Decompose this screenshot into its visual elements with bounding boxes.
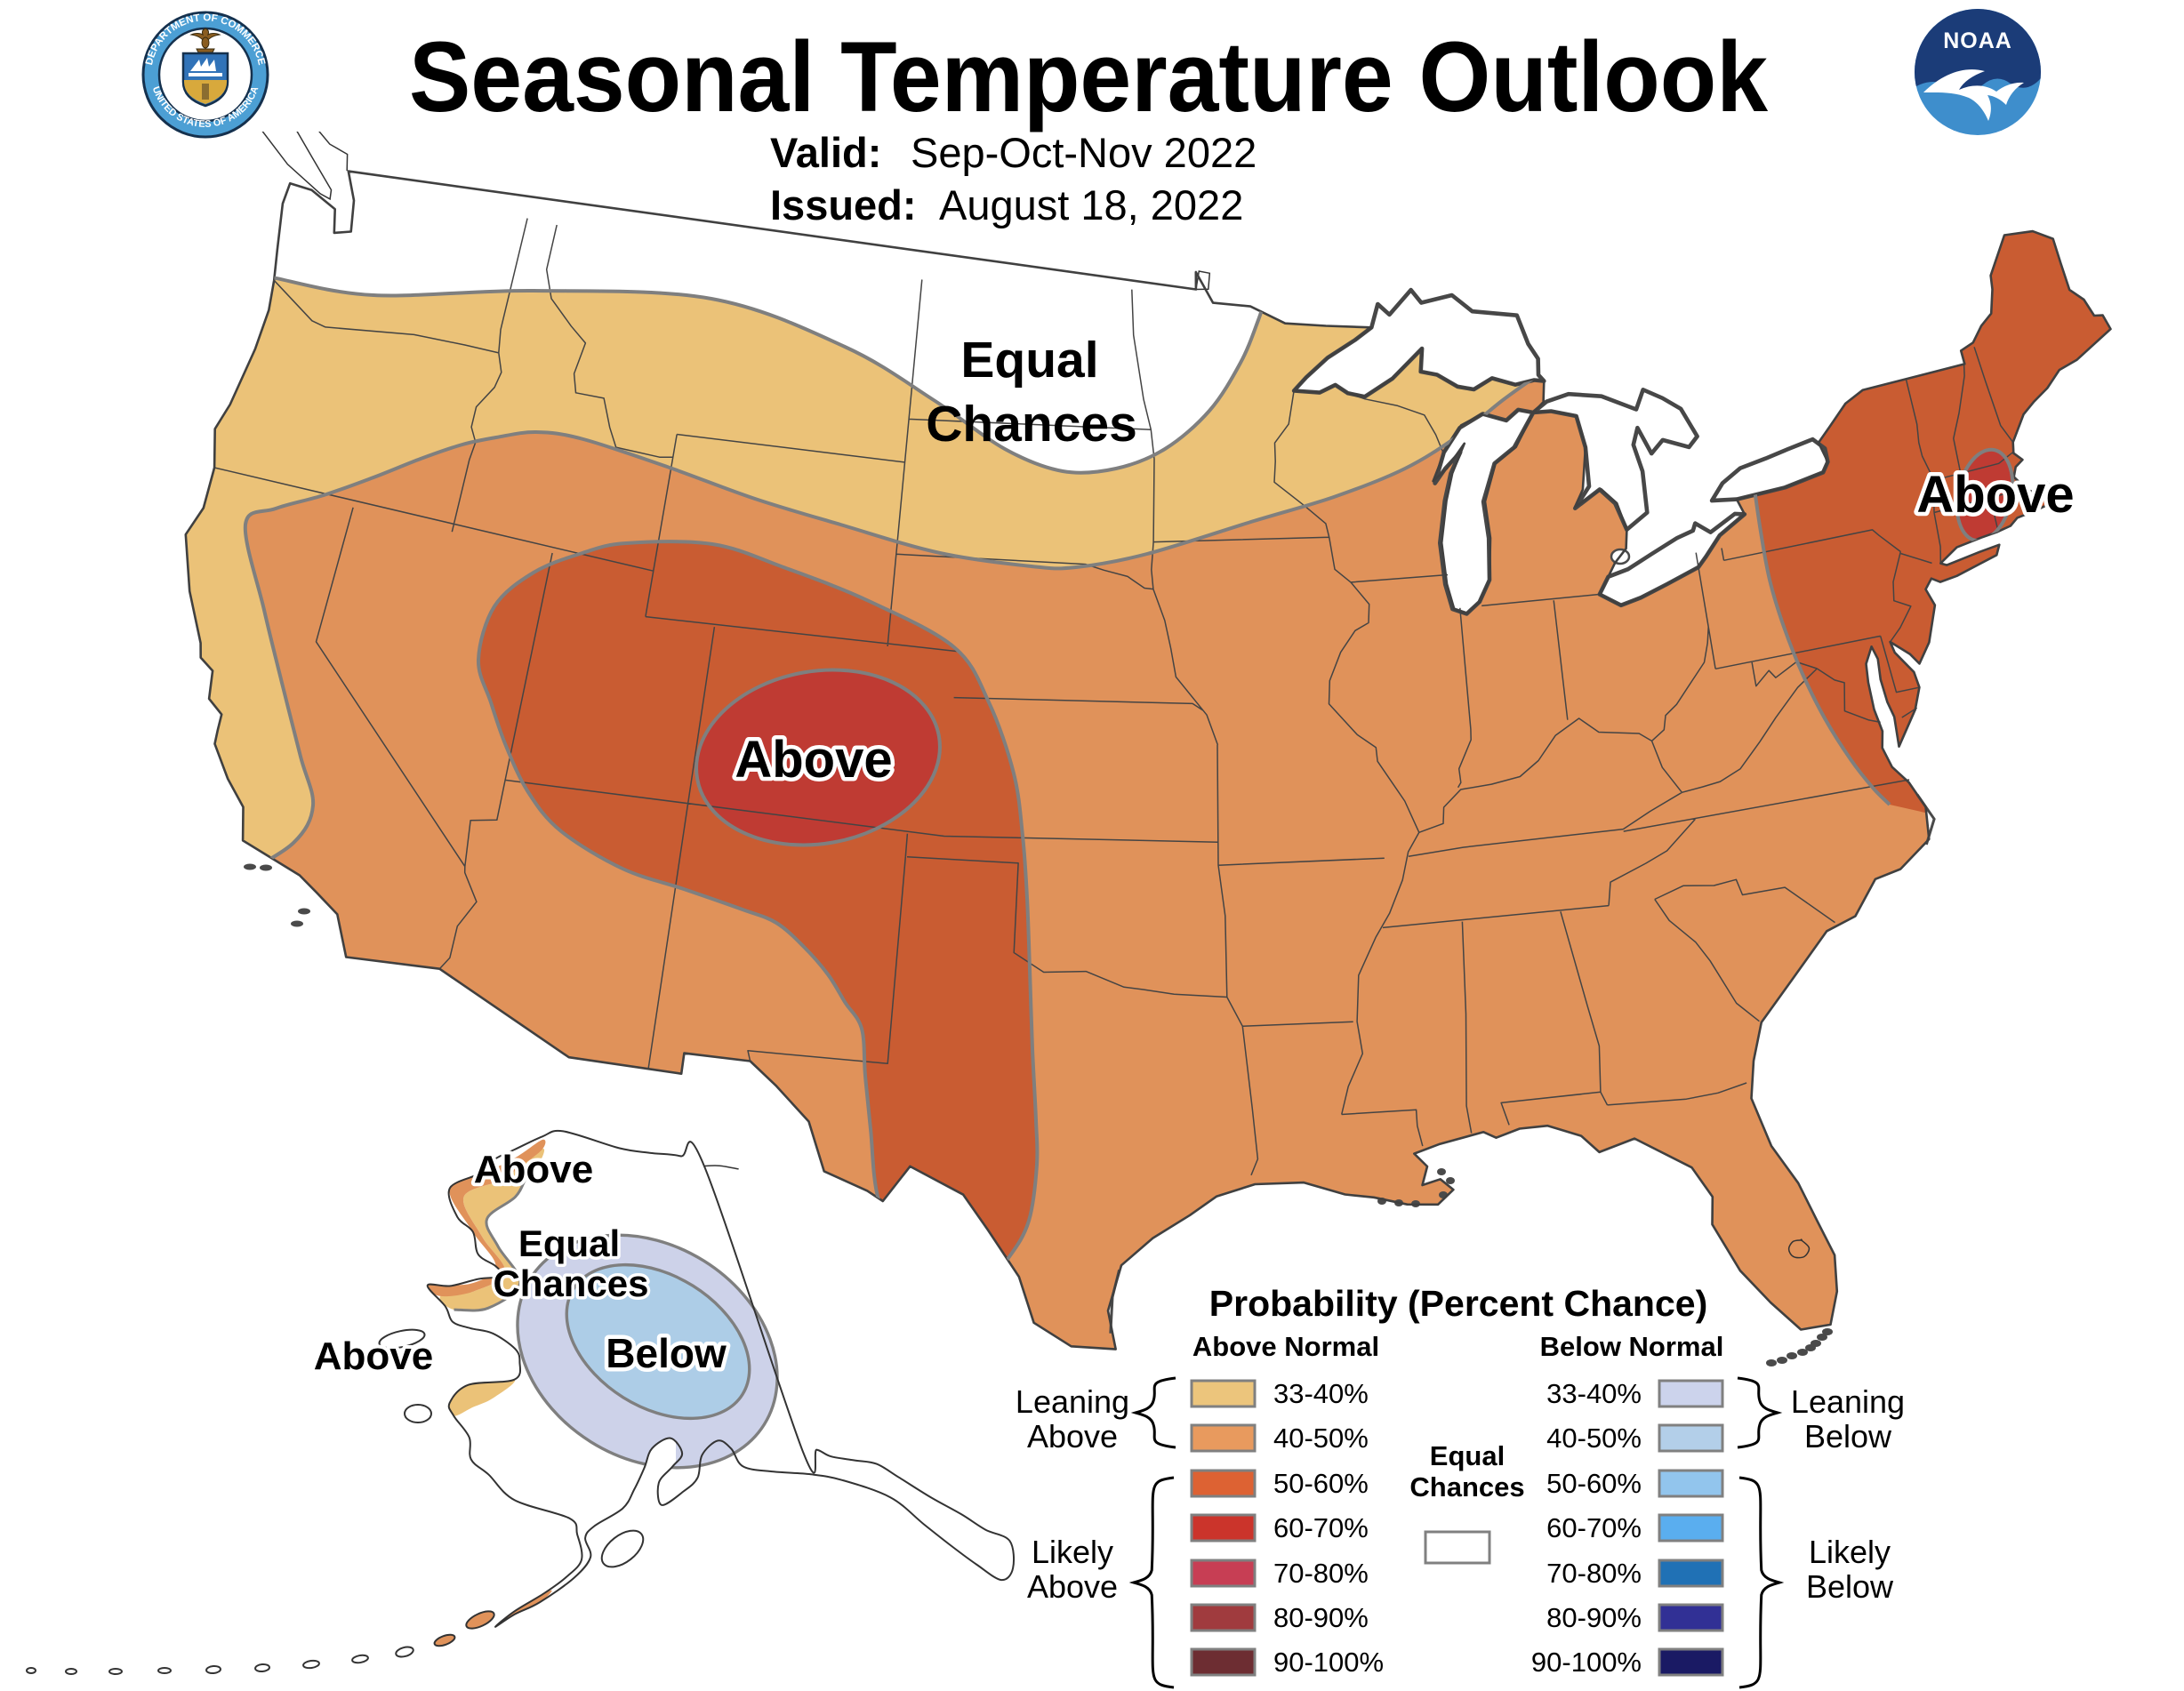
svg-text:Sep-Oct-Nov 2022: Sep-Oct-Nov 2022 bbox=[911, 129, 1257, 176]
svg-text:Below Normal: Below Normal bbox=[1540, 1331, 1724, 1362]
svg-text:Equal: Equal bbox=[518, 1222, 620, 1264]
svg-text:70-80%: 70-80% bbox=[1273, 1558, 1369, 1589]
svg-text:Above: Above bbox=[474, 1148, 593, 1191]
svg-text:Leaning: Leaning bbox=[1016, 1383, 1129, 1420]
svg-text:Above: Above bbox=[735, 731, 892, 789]
svg-text:Chances: Chances bbox=[1409, 1471, 1524, 1503]
svg-text:Above: Above bbox=[1916, 466, 2074, 524]
svg-text:33-40%: 33-40% bbox=[1273, 1378, 1369, 1409]
svg-text:Likely: Likely bbox=[1809, 1534, 1891, 1570]
svg-text:80-90%: 80-90% bbox=[1273, 1602, 1369, 1633]
svg-text:Above: Above bbox=[314, 1334, 433, 1378]
svg-text:50-60%: 50-60% bbox=[1273, 1468, 1369, 1499]
svg-text:Above Normal: Above Normal bbox=[1192, 1331, 1379, 1362]
svg-text:Below: Below bbox=[1804, 1418, 1892, 1455]
svg-text:Below: Below bbox=[606, 1330, 727, 1376]
svg-text:Above: Above bbox=[1027, 1568, 1118, 1605]
svg-text:70-80%: 70-80% bbox=[1546, 1558, 1642, 1589]
svg-text:Above: Above bbox=[1916, 466, 2074, 524]
svg-text:Below: Below bbox=[606, 1330, 727, 1376]
svg-text:Seasonal Temperature Outlook: Seasonal Temperature Outlook bbox=[409, 21, 1769, 132]
svg-text:90-100%: 90-100% bbox=[1531, 1647, 1642, 1678]
svg-text:40-50%: 40-50% bbox=[1546, 1423, 1642, 1454]
svg-text:August 18, 2022: August 18, 2022 bbox=[939, 181, 1243, 228]
svg-text:Likely: Likely bbox=[1032, 1534, 1113, 1570]
svg-text:Equal: Equal bbox=[518, 1222, 620, 1264]
svg-text:80-90%: 80-90% bbox=[1546, 1602, 1642, 1633]
svg-text:Above: Above bbox=[474, 1148, 593, 1191]
svg-text:Leaning: Leaning bbox=[1791, 1383, 1905, 1420]
svg-text:Equal: Equal bbox=[1430, 1440, 1505, 1471]
svg-text:Above: Above bbox=[735, 731, 892, 789]
svg-text:Below: Below bbox=[1806, 1568, 1894, 1605]
svg-text:Probability (Percent Chance): Probability (Percent Chance) bbox=[1209, 1283, 1707, 1324]
svg-text:33-40%: 33-40% bbox=[1546, 1378, 1642, 1409]
svg-text:Above: Above bbox=[1027, 1418, 1118, 1455]
svg-text:NOAA: NOAA bbox=[1943, 28, 2012, 53]
svg-text:Chances: Chances bbox=[926, 396, 1137, 453]
svg-text:60-70%: 60-70% bbox=[1273, 1512, 1369, 1543]
svg-text:Equal: Equal bbox=[960, 332, 1098, 389]
svg-text:Valid:: Valid: bbox=[770, 129, 881, 176]
svg-text:Chances: Chances bbox=[493, 1262, 648, 1304]
svg-text:60-70%: 60-70% bbox=[1546, 1512, 1642, 1543]
svg-text:40-50%: 40-50% bbox=[1273, 1423, 1369, 1454]
svg-text:50-60%: 50-60% bbox=[1546, 1468, 1642, 1499]
svg-text:Chances: Chances bbox=[493, 1262, 648, 1304]
svg-text:Issued:: Issued: bbox=[770, 181, 917, 228]
svg-text:90-100%: 90-100% bbox=[1273, 1647, 1384, 1678]
svg-text:Above: Above bbox=[314, 1334, 433, 1378]
